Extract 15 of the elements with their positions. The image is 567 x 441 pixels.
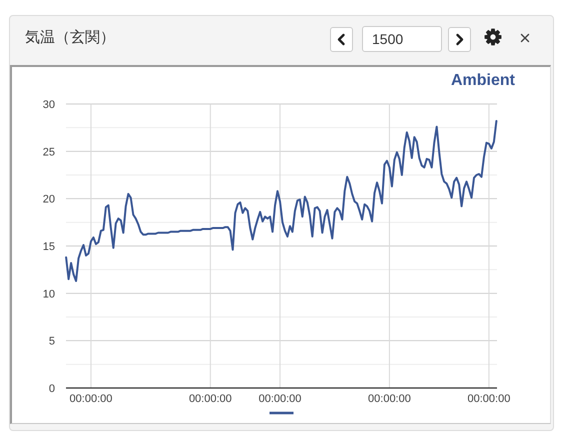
input-count: 1500 bbox=[362, 26, 442, 52]
x-tick-label: 00:00:00 bbox=[188, 393, 232, 405]
y-tick-label: 5 bbox=[48, 336, 55, 348]
x-tick-label: 00:00:00 bbox=[368, 393, 411, 405]
chart-subtitle: Ambient bbox=[451, 72, 515, 89]
y-tick-label: 0 bbox=[48, 383, 55, 395]
widget-title: 気温（玄関） bbox=[25, 28, 115, 48]
y-tick-label: 20 bbox=[42, 194, 55, 206]
y-tick-label: 10 bbox=[42, 288, 55, 300]
y-tick-label: 25 bbox=[42, 146, 55, 158]
y-tick-label: 30 bbox=[42, 99, 55, 111]
y-tick-label: 15 bbox=[42, 241, 55, 253]
x-tick-label: 00:00:00 bbox=[258, 393, 302, 405]
x-tick-label: 00:00:00 bbox=[70, 393, 112, 405]
x-tick-label: 00:00:00 bbox=[468, 393, 510, 405]
